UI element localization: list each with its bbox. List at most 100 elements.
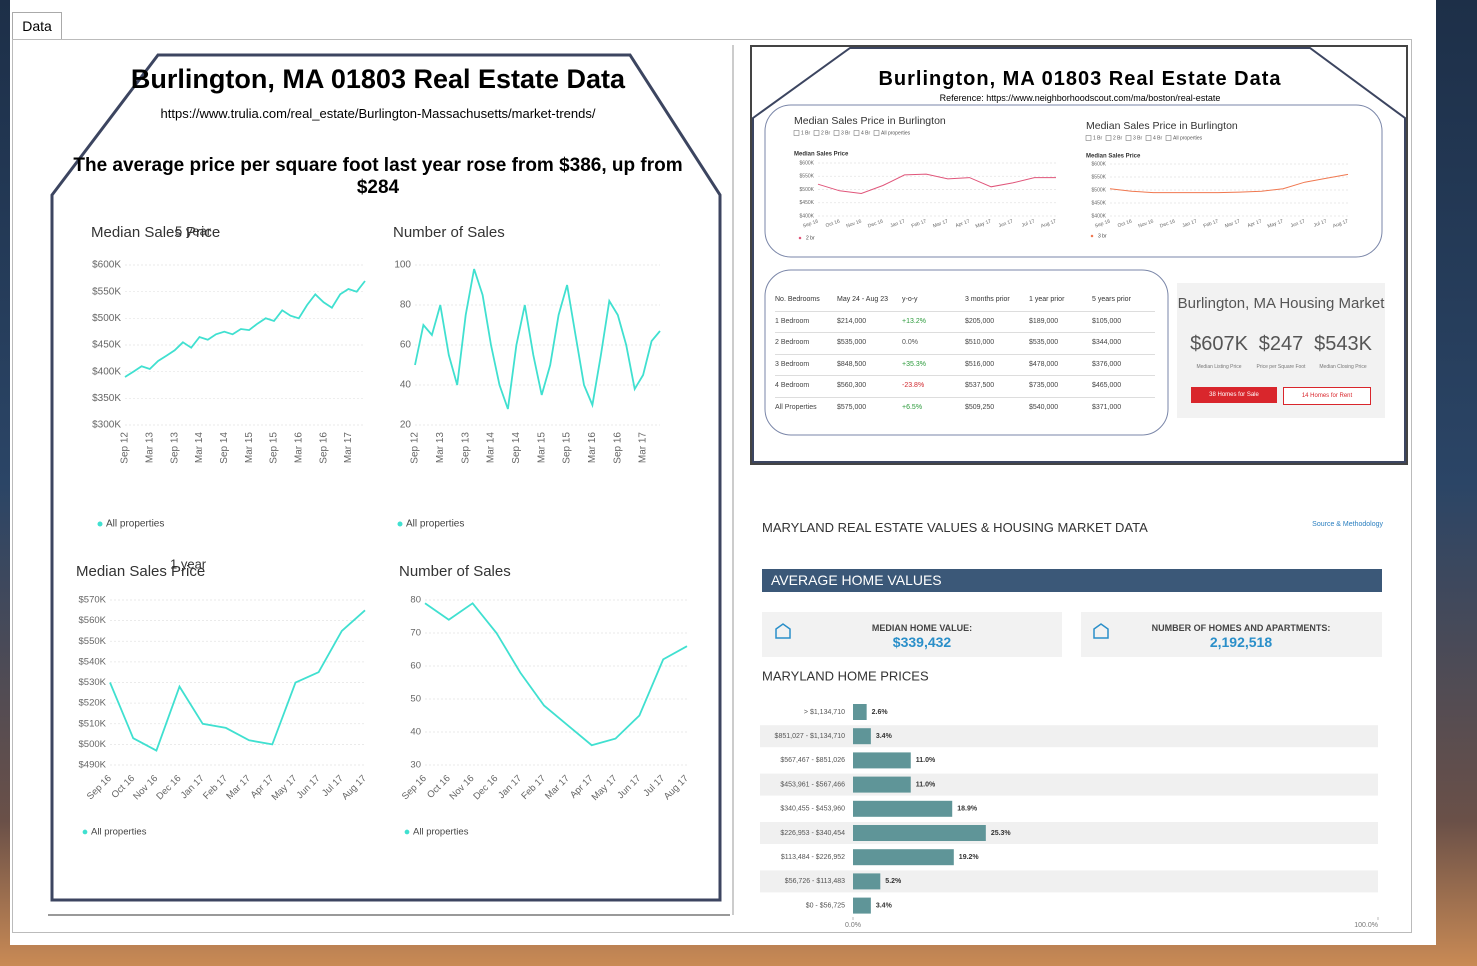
x-tick-label: Mar 17	[638, 432, 649, 464]
tab[interactable]: Data	[12, 12, 62, 39]
chart-title: Number of Sales	[399, 563, 511, 580]
table-cell: $344,000	[1092, 339, 1122, 346]
row-band	[760, 870, 1378, 893]
table-header: May 24 - Aug 23	[837, 296, 888, 303]
checkbox-label: All properties	[881, 130, 911, 136]
row-line	[775, 396, 1155, 398]
y-tick-label: $550K	[1092, 174, 1107, 180]
y-tick-label: $510K	[79, 718, 107, 729]
line	[1109, 173, 1349, 194]
row-band	[760, 725, 1378, 748]
y-tick-label: $600K	[800, 160, 815, 166]
y-tick-label: 60	[400, 340, 412, 351]
checkbox[interactable]	[1125, 135, 1132, 141]
x-tick-label: Aug 17	[662, 773, 691, 802]
line	[817, 173, 1056, 195]
checkbox[interactable]	[1105, 135, 1112, 141]
chart-panel	[764, 104, 1383, 258]
checkbox-label: 1 Br	[1093, 135, 1103, 141]
x-tick-label: Jan 17	[496, 773, 524, 801]
value-label: 11.0%	[916, 757, 936, 764]
checkbox[interactable]	[1085, 135, 1092, 141]
button[interactable]: 38 Homes for Sale	[1191, 387, 1277, 403]
checkbox[interactable]	[793, 130, 800, 136]
table: No. Bedrooms May 24 - Aug 23 y-o-y 3 months…	[775, 292, 1160, 422]
y-tick-label: $500K	[79, 739, 107, 750]
checkbox[interactable]	[833, 130, 840, 136]
x-tick-label: May 17	[270, 773, 300, 803]
bar	[853, 704, 867, 720]
legend-label: All properties	[406, 519, 464, 530]
row-line	[775, 353, 1155, 355]
y-tick-label: 60	[410, 661, 421, 672]
legend-dot	[397, 521, 403, 527]
market-title: Burlington, MA Housing Market	[1177, 295, 1385, 312]
chart-subtitle: 5 year	[175, 223, 212, 238]
checkbox[interactable]	[813, 130, 820, 136]
chart: Number of Sales 20 40 60 80 100 Sep 12 Mar 13 Se…	[393, 224, 661, 530]
section-title: MARYLAND REAL ESTATE VALUES & HOUSING MA…	[762, 520, 1148, 535]
checkbox[interactable]	[1145, 135, 1152, 141]
x-tick-label: Sep 13	[460, 432, 471, 464]
x-tick-label: Mar 15	[244, 432, 255, 464]
line	[109, 609, 366, 752]
x-tick-label: Sep 16	[85, 773, 114, 802]
home-icon	[1093, 623, 1109, 639]
x-tick-label: May 17	[1267, 218, 1285, 229]
table-cell: $516,000	[965, 360, 995, 368]
chart-title: MARYLAND HOME PRICES	[762, 668, 929, 683]
y-tick-label: 50	[410, 694, 421, 705]
value-label: 25.3%	[991, 830, 1012, 837]
legend-label: 2 br	[806, 235, 815, 241]
category-label: $56,726 - $113,483	[785, 878, 845, 885]
category-label: > $1,134,710	[804, 709, 845, 716]
legend-dot	[82, 829, 88, 835]
y-tick-label: $550K	[92, 286, 121, 297]
bar	[853, 849, 954, 866]
y-tick-label: 20	[400, 420, 412, 431]
x-tick-label: Jun 17	[295, 773, 323, 801]
table-cell: $509,250	[965, 403, 995, 411]
chart: Median Sales Price in Burlington Median S…	[793, 115, 1057, 241]
x-tick-label: May 17	[590, 773, 620, 803]
stat-label: Price per Square Foot	[1256, 364, 1306, 370]
y-tick-label: 30	[410, 760, 421, 771]
checkbox[interactable]	[853, 130, 860, 136]
chart-subtitle: Median Sales Price	[794, 152, 849, 158]
legend-dot	[404, 829, 410, 835]
x-tick-label: Jul 17	[1021, 218, 1036, 228]
y-tick-label: $600K	[92, 260, 121, 271]
table-header: 5 years prior	[1092, 296, 1131, 303]
y-tick-label: $570K	[79, 595, 107, 606]
legend-label: All properties	[91, 827, 147, 838]
card-value: 2,192,518	[1209, 634, 1273, 650]
right-inner-frame	[752, 47, 1406, 463]
title: Burlington, MA 01803 Real Estate Data	[130, 64, 626, 94]
checkbox[interactable]	[1165, 135, 1172, 141]
checkbox-label: All properties	[1173, 135, 1203, 141]
table-cell: $535,000	[1029, 339, 1059, 346]
stat-value: $247	[1258, 333, 1304, 355]
y-tick-label: $400K	[92, 366, 121, 377]
x-tick-label: Sep 16	[1094, 218, 1111, 229]
y-tick-label: $550K	[79, 636, 107, 647]
x-tick-label: Mar 16	[587, 432, 598, 464]
table-header: y-o-y	[902, 296, 918, 303]
checkbox[interactable]	[873, 130, 880, 136]
table-cell: +13.2%	[902, 317, 926, 325]
table-cell: $376,000	[1092, 360, 1122, 368]
table-header: No. Bedrooms	[775, 296, 820, 303]
y-tick-label: 40	[400, 380, 412, 391]
button[interactable]: 14 Homes for Rent	[1283, 387, 1371, 405]
x-tick-label: Aug 17	[1040, 218, 1057, 229]
x-tick-label: Jan 17	[890, 218, 906, 229]
x-tick-label: Feb 17	[519, 773, 548, 802]
bar	[853, 825, 986, 841]
stat-label: Median Listing Price	[1196, 364, 1242, 370]
y-tick-label: $450K	[800, 200, 815, 206]
card	[1081, 612, 1382, 657]
table-cell: +35.3%	[902, 360, 926, 368]
x-tick-label: Mar 13	[435, 432, 446, 464]
source-link[interactable]: Source & Methodology	[1312, 521, 1383, 528]
chart: MARYLAND HOME PRICES > $1,134,710 2.6% $851…	[760, 668, 1379, 929]
